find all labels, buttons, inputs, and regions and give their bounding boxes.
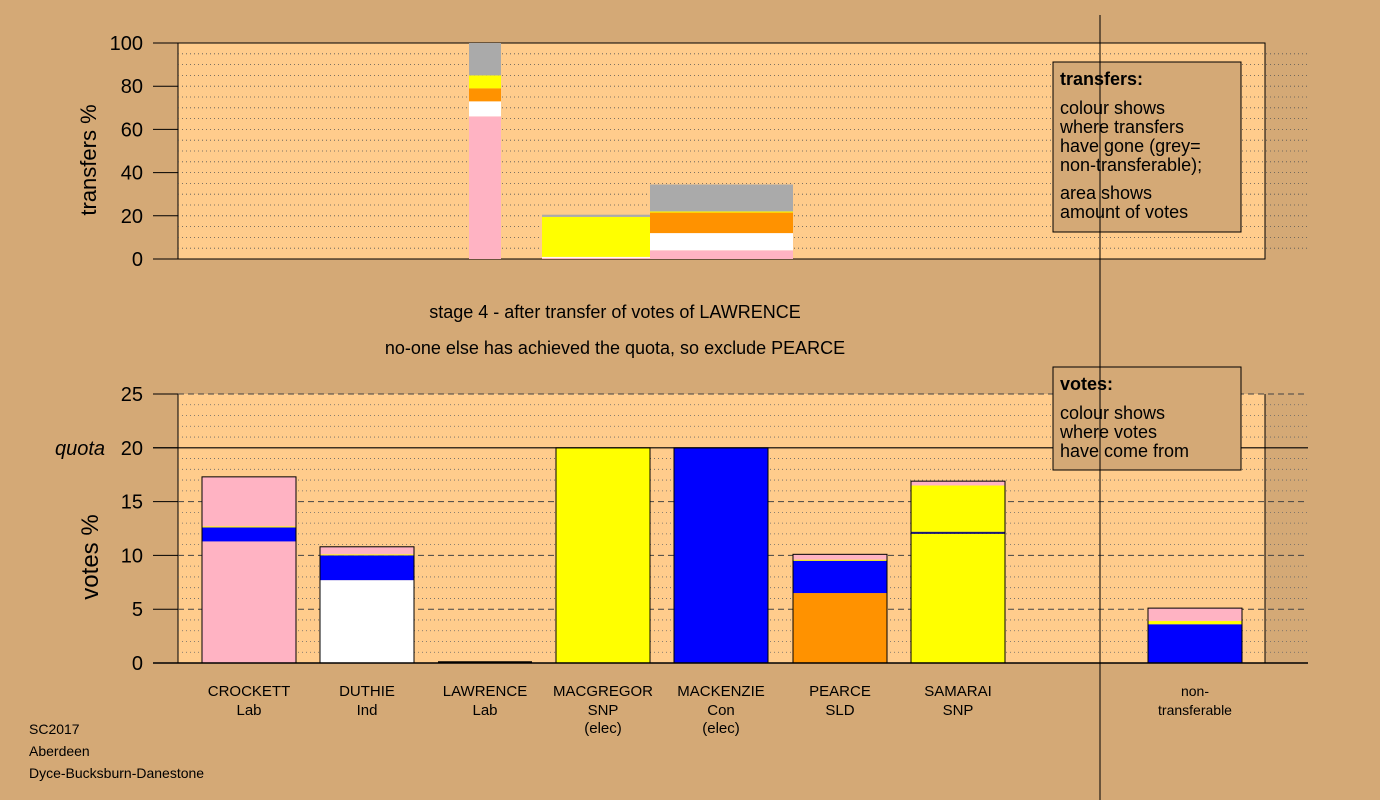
vote-segment [556, 447, 650, 663]
quota-label: quota [55, 438, 105, 460]
candidate-name: SAMARAI [924, 683, 992, 700]
vote-segment [320, 580, 414, 663]
votes-legend-line-3: have come from [1060, 441, 1189, 461]
candidate-party: Lab [472, 702, 497, 719]
candidate-name: PEARCE [809, 683, 871, 700]
transfer-segment [650, 212, 793, 234]
votes-tick-label: 15 [121, 492, 143, 514]
transfer-segment [650, 233, 793, 251]
votes-tick-label: 20 [121, 438, 143, 460]
candidate-name: MACKENZIE [677, 683, 765, 700]
transfers-tick-label: 20 [121, 206, 143, 228]
votes-y-ticks: 0 5 10 15 20 25 [121, 384, 178, 675]
vote-segment [793, 593, 887, 663]
transfers-tick-label: 40 [121, 163, 143, 185]
votes-tick-label: 10 [121, 545, 143, 567]
stage-subtitle: no-one else has achieved the quota, so e… [385, 338, 845, 358]
transfers-legend-line-4: non-transferable); [1060, 155, 1202, 175]
transfers-tick-label: 60 [121, 119, 143, 141]
vote-segment [911, 485, 1005, 532]
candidate-status: (elec) [702, 720, 740, 737]
transfers-tick-label: 80 [121, 76, 143, 98]
candidate-name: LAWRENCE [443, 683, 527, 700]
transfer-segment [650, 184, 793, 212]
footer-election: SC2017 [29, 721, 80, 737]
votes-legend-title: votes: [1060, 374, 1113, 394]
votes-legend-line-2: where votes [1059, 422, 1157, 442]
candidate-party: Lab [236, 702, 261, 719]
transfer-segment [542, 214, 650, 217]
stage-title: stage 4 - after transfer of votes of LAW… [429, 302, 800, 322]
transfer-segment [469, 75, 501, 89]
transfer-segment [469, 101, 501, 117]
transfer-segment [469, 43, 501, 76]
vote-segment [202, 476, 296, 527]
transfers-legend: transfers: colour shows where transfers … [1052, 61, 1242, 233]
transfers-legend-line-1: colour shows [1060, 98, 1165, 118]
votes-legend-line-1: colour shows [1060, 403, 1165, 423]
transfers-tick-label: 100 [110, 33, 143, 55]
candidate-labels: CROCKETT Lab DUTHIE Ind LAWRENCE Lab MACGREGOR… [208, 683, 1232, 737]
transfer-segment [469, 116, 501, 259]
vote-segment [793, 559, 887, 561]
transfers-bars [469, 43, 793, 259]
votes-legend: votes: colour shows where votes have com… [1052, 366, 1242, 471]
votes-y-axis-label: votes % [77, 514, 104, 599]
transfer-segment [542, 257, 650, 259]
candidate-party: SNP [588, 702, 619, 719]
footer-note: SC2017 Aberdeen Dyce-Bucksburn-Danestone [29, 718, 204, 784]
votes-legend-box [1052, 366, 1242, 471]
transfers-legend-line-5: area shows [1060, 183, 1152, 203]
footer-ward: Dyce-Bucksburn-Danestone [29, 765, 205, 781]
vote-segment [1148, 608, 1242, 622]
transfers-legend-line-3: have gone (grey= [1060, 136, 1201, 156]
votes-tick-label: 25 [121, 384, 143, 406]
vote-segment [1148, 621, 1242, 625]
candidate-name: DUTHIE [339, 683, 395, 700]
vote-segment [911, 481, 1005, 486]
vote-segment [320, 554, 414, 556]
footer-council: Aberdeen [29, 743, 90, 759]
transfer-segment [469, 88, 501, 102]
candidate-status: (elec) [584, 720, 622, 737]
vote-segment [1148, 624, 1242, 663]
transfer-segment [650, 211, 793, 213]
transfer-segment [650, 250, 793, 259]
candidate-name: non- [1181, 683, 1209, 699]
transfers-legend-box [1052, 61, 1242, 233]
vote-segment [911, 533, 1005, 663]
vote-segment [202, 527, 296, 542]
candidate-party: SNP [943, 702, 974, 719]
candidate-party: transferable [1158, 702, 1232, 718]
transfers-legend-line-2: where transfers [1059, 117, 1184, 137]
candidate-party: SLD [825, 702, 854, 719]
candidate-party: Con [707, 702, 735, 719]
vote-segment [320, 546, 414, 555]
vote-segment [911, 531, 1005, 534]
transfer-segment [542, 256, 650, 258]
vote-segment [202, 541, 296, 663]
transfers-y-ticks: 0 20 40 60 80 100 [110, 33, 178, 271]
candidate-name: MACGREGOR [553, 683, 653, 700]
transfers-y-axis-label: transfers % [76, 104, 101, 215]
transfers-legend-title: transfers: [1060, 69, 1143, 89]
vote-segment [793, 560, 887, 594]
candidate-party: Ind [357, 702, 378, 719]
transfers-tick-label: 0 [132, 249, 143, 271]
vote-segment [674, 447, 768, 663]
candidate-name: CROCKETT [208, 683, 291, 700]
transfers-legend-line-6: amount of votes [1060, 202, 1188, 222]
votes-tick-label: 0 [132, 653, 143, 675]
vote-segment [320, 555, 414, 581]
vote-segment [793, 554, 887, 560]
votes-bars [201, 447, 1243, 664]
transfer-segment [542, 216, 650, 257]
votes-tick-label: 5 [132, 599, 143, 621]
vote-segment [202, 526, 296, 528]
